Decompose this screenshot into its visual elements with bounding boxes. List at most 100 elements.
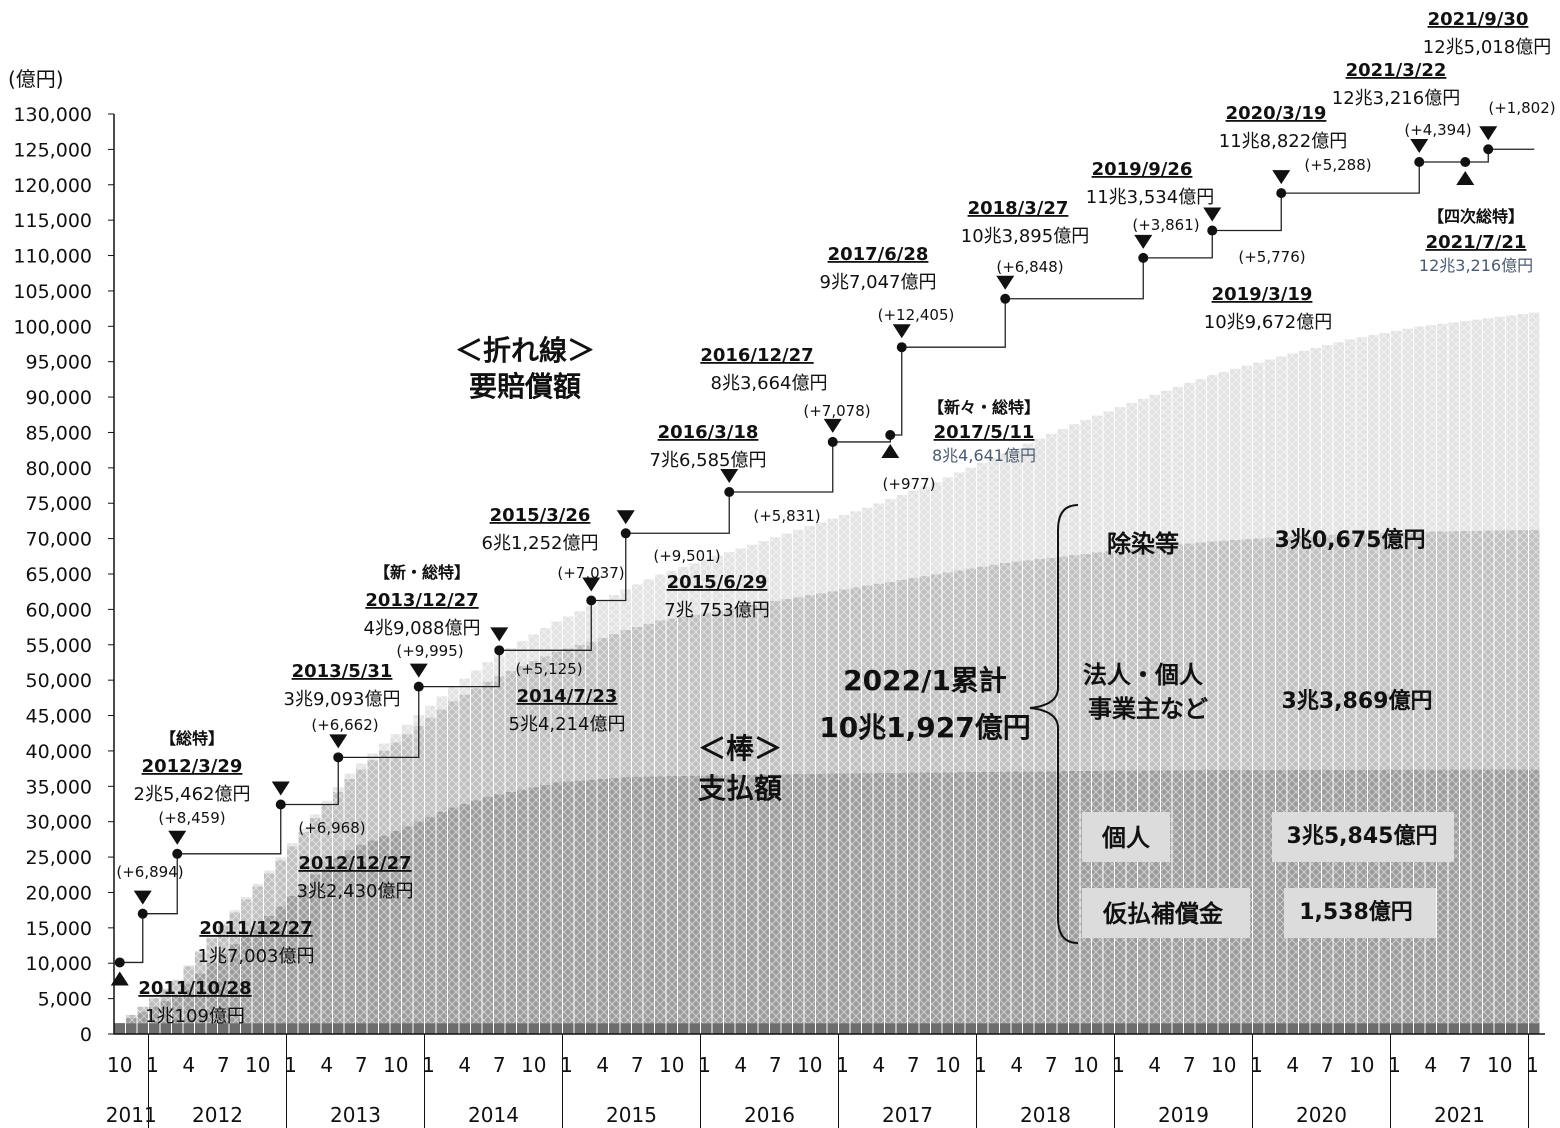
bar-segment-hatch [1000, 562, 1011, 772]
bar-segment-hatch [505, 671, 516, 792]
bar-segment [885, 1023, 896, 1034]
bar-segment-hatch [885, 499, 896, 582]
bar-segment [724, 1023, 735, 1034]
bar-segment [1253, 1023, 1264, 1034]
line-series-subtitle: 要賠償額 [469, 370, 581, 403]
annotation-increase: (+12,405) [878, 306, 955, 324]
bar-segment [1092, 1023, 1103, 1034]
y-tick-label: 55,000 [26, 635, 92, 657]
y-tick-label: 65,000 [26, 564, 92, 586]
annotation-amount: 1兆109億円 [145, 1006, 245, 1027]
month-tick-label: 4 [734, 1053, 747, 1077]
bar-segment-hatch [850, 587, 861, 774]
bar-segment-hatch [1046, 433, 1057, 558]
bar-segment-hatch [448, 701, 459, 808]
bar-segment-hatch [229, 912, 240, 945]
bar-segment [1310, 1023, 1321, 1034]
bar-segment-hatch [482, 796, 493, 1024]
bar-segment-hatch [379, 743, 390, 751]
bar-segment-hatch [735, 548, 746, 607]
bar-segment [517, 1023, 528, 1034]
bar-segment-hatch [862, 773, 873, 1024]
bar-segment-hatch [1471, 530, 1482, 770]
annotation-amount: 12兆5,018億円 [1423, 37, 1551, 58]
annotation-amount: 7兆6,585億円 [650, 450, 767, 471]
bar-segment [988, 1023, 999, 1034]
bar-segment-hatch [942, 572, 953, 773]
month-tick-label: 7 [1045, 1053, 1058, 1077]
bar-segment [275, 1023, 286, 1034]
category-value-decontamination: 3兆0,675億円 [1275, 527, 1426, 553]
bar-segment-hatch [1253, 769, 1264, 1024]
bar-segment [1471, 1023, 1482, 1034]
bar-segment-hatch [747, 774, 758, 1024]
bar-segment-hatch [1414, 531, 1425, 770]
year-label: 2019 [1158, 1103, 1209, 1127]
category-value-individual: 3兆5,845億円 [1287, 823, 1438, 849]
y-tick-label: 50,000 [26, 670, 92, 692]
annotation-date: 2021/3/22 [1346, 60, 1447, 81]
bar-segment [1333, 1023, 1344, 1034]
bar-segment [931, 1023, 942, 1034]
bar-segment-hatch [1034, 771, 1045, 1024]
bar-segment-hatch [1517, 314, 1528, 530]
axis-layer: 0 5,000 10,000 15,000 20,000 25,000 30,000 35,0… [13, 104, 1545, 1128]
annotation-date: 2021/7/21 [1426, 232, 1527, 253]
bar-segment-hatch [942, 772, 953, 1024]
bar-segment-hatch [379, 835, 390, 1024]
bar-segment-hatch [1287, 353, 1298, 537]
bar-segment [770, 1023, 781, 1034]
bar-segment-hatch [1011, 561, 1022, 772]
month-tick-label: 10 [1349, 1053, 1374, 1077]
bar-segment-hatch [563, 616, 574, 649]
bar-segment-hatch [574, 644, 585, 781]
month-tick-label: 10 [1211, 1053, 1236, 1077]
bar-segment-hatch [1046, 771, 1057, 1024]
month-tick-label: 1 [974, 1053, 987, 1077]
bar-segment-hatch [747, 544, 758, 605]
bar-segment [862, 1023, 873, 1034]
bar-segment-hatch [252, 886, 263, 926]
bar-segment-hatch [1115, 407, 1126, 550]
bar-segment-hatch [1172, 544, 1183, 771]
bar-segment [1195, 1023, 1206, 1034]
y-tick-label: 70,000 [26, 529, 92, 551]
bar-segment-hatch [1092, 415, 1103, 553]
y-tick-label: 80,000 [26, 458, 92, 480]
bar-segment-hatch [149, 998, 160, 1007]
cumulative-value: 10兆1,927億円 [819, 711, 1031, 744]
annotation-badge: 【四次総特】 [1428, 207, 1524, 226]
bar-segment-hatch [344, 849, 355, 1024]
bar-segment-hatch [908, 490, 919, 578]
bar-segment-hatch [287, 843, 298, 847]
bar-segment-hatch [896, 772, 907, 1024]
bar-segment-hatch [632, 626, 643, 777]
bar-segment-hatch [218, 953, 229, 1024]
bar-segment-hatch [436, 709, 447, 812]
step-line-layer [110, 126, 1535, 986]
step-point [275, 799, 286, 810]
bar-segment [1207, 1023, 1218, 1034]
month-tick-label: 10 [659, 1053, 684, 1077]
bar-segment-hatch [770, 537, 781, 601]
bar-segment-hatch [839, 514, 850, 590]
bar-segment [1034, 1023, 1045, 1034]
bar-segment [333, 1023, 344, 1034]
bar-segment [459, 1023, 470, 1034]
month-tick-label: 1 [146, 1053, 159, 1077]
bar-segment-hatch [678, 616, 689, 776]
month-tick-label: 7 [217, 1053, 230, 1077]
bar-segment-hatch [471, 688, 482, 801]
bar-segment-hatch [862, 585, 873, 774]
month-tick-label: 1 [1526, 1053, 1539, 1077]
bar-segment [1287, 1023, 1298, 1034]
triangle-down-marker [720, 469, 739, 484]
bar-segment-hatch [241, 896, 252, 900]
bar-segment [655, 1023, 666, 1034]
bar-segment [160, 1023, 171, 1034]
y-tick-label: 95,000 [26, 352, 92, 374]
category-label-individual: 個人 [1101, 824, 1150, 852]
month-tick-label: 7 [631, 1053, 644, 1077]
bar-segment-hatch [678, 775, 689, 1024]
annotation-amount: 5兆4,214億円 [509, 714, 626, 735]
